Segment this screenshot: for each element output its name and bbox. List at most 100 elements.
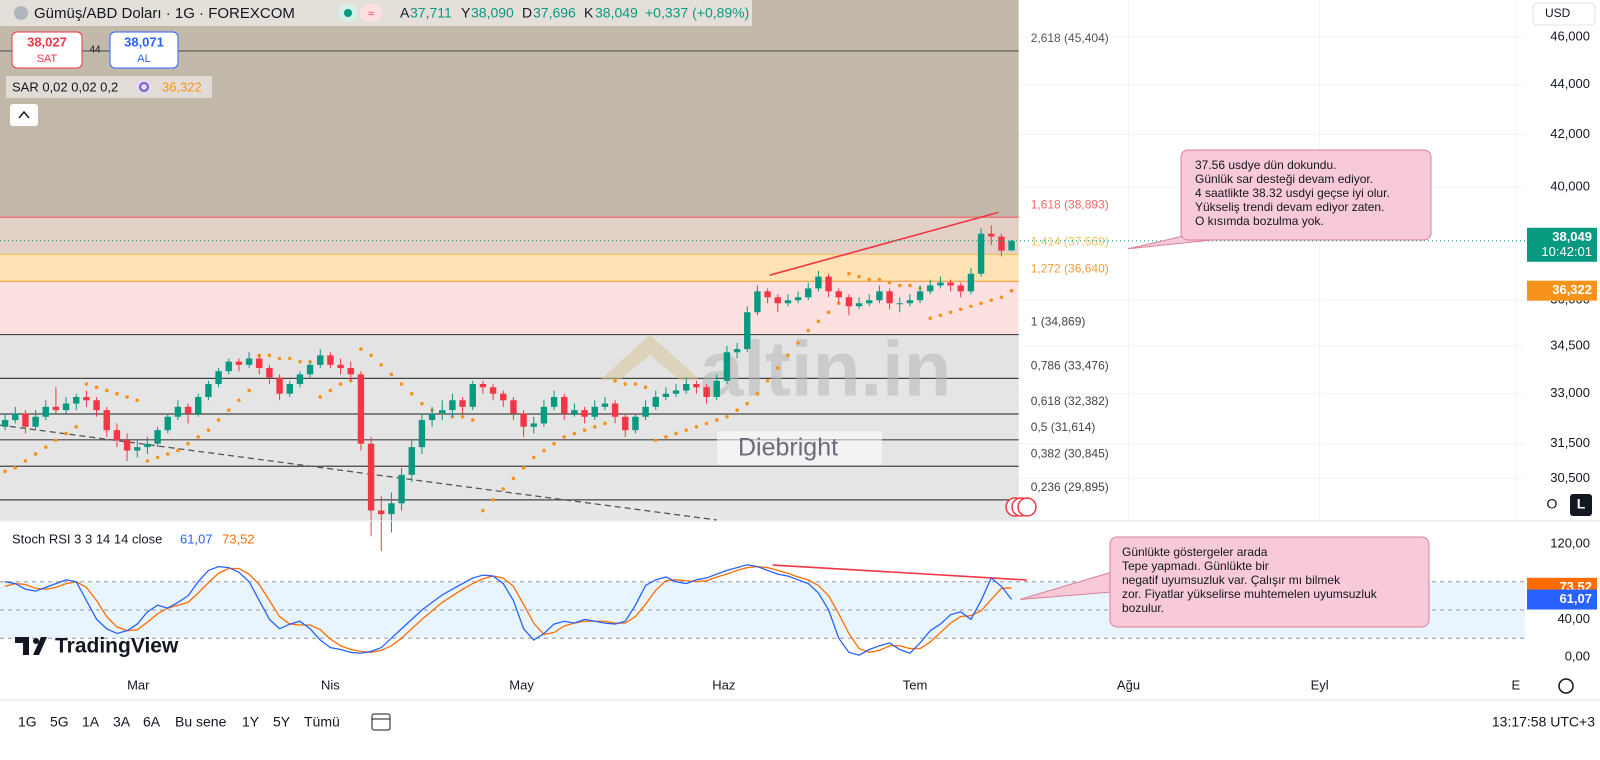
sar-title: SAR 0,02 0,02 0,2 [12,79,118,94]
candle-body [215,371,222,385]
candle-body [22,413,29,427]
currency-box[interactable] [1532,2,1596,26]
sar-dot [735,408,739,412]
price-pane: 2,618 (45,404) 1,618 (38,893) 1,414 (37,56… [0,0,1600,663]
range-button[interactable]: 5Y [273,714,291,730]
clock: 13:17:58 UTC+3 [1492,714,1595,730]
sar-dot [989,298,994,303]
range-button[interactable]: 3A [113,714,131,730]
candle-body [225,361,232,372]
sar-dot [958,307,963,312]
range-button[interactable]: 1G [18,714,37,730]
ohlc-value: 38,090 [471,5,514,21]
candle-body [327,355,334,365]
stoch-title: Stoch RSI 3 3 14 14 close [12,531,162,546]
candle-body [73,396,80,404]
ohlc-value: 38,049 [595,5,638,21]
sar-dot [877,277,882,282]
candle-body [103,410,110,431]
candle-body [52,406,60,411]
currency[interactable]: USD [1545,6,1571,20]
sar-dot [592,424,597,429]
range-button[interactable]: Bu sene [175,714,227,730]
market-icon-glyph: ≈ [368,8,374,20]
sar-dot [674,431,678,436]
candle-body [347,367,354,375]
annotation-box [1180,149,1432,241]
ohlc-value: 37,696 [533,5,576,21]
sell-price[interactable]: 38,027 [27,34,67,49]
annotation-text: bozulur. [1122,601,1164,615]
sar-dot [694,424,699,429]
sar-dot [806,328,811,333]
sar-dot [247,388,251,393]
candle-body [32,416,39,427]
candle-body [174,406,182,417]
sar-dot [796,341,800,345]
sar-dot [948,310,953,315]
sar-icon[interactable] [136,79,152,95]
sar-dot [277,356,282,361]
sar-dot [338,382,343,386]
candle-body [977,233,985,274]
scale-button[interactable]: L [1577,496,1586,512]
sar-dot [135,398,140,403]
candle-body [744,312,751,350]
stoch-line [4,565,1012,653]
sar-dot [226,408,231,412]
candle-body [469,384,476,407]
sell-box[interactable] [11,31,83,69]
candle-body [500,393,507,401]
scale-button[interactable]: O [1547,496,1558,512]
candle-body [967,273,975,292]
annotation-text: 37.56 usdye dün dokundu. [1195,158,1336,172]
stoch-label: 61,07 [1559,591,1592,606]
sar-icon-ring[interactable] [139,82,149,92]
candle-body [825,276,832,292]
range-button[interactable]: 1A [82,714,100,730]
candle-body [947,282,954,286]
candle-body [62,403,70,411]
calendar-icon[interactable] [371,713,391,731]
sar-dot [43,445,48,449]
sell-label[interactable]: SAT [37,53,58,65]
collapse-icon[interactable] [18,110,30,119]
candle-body [449,400,456,411]
collapse-button[interactable] [10,104,38,126]
buy-price[interactable]: 38,071 [124,34,164,49]
sar-dot [409,391,414,396]
candle-body [306,364,314,375]
candle-body [642,406,649,417]
candle-body [459,400,466,407]
candle-body [93,400,100,411]
fib-band [0,217,1019,255]
candle-body [42,406,49,417]
buy-box[interactable] [109,31,179,69]
calendar-frame[interactable] [371,713,391,731]
y-tick-label: 30,500 [1550,470,1590,485]
fib-label: 0,786 (33,476) [1031,359,1109,373]
sar-dot [633,382,638,386]
candle-body [286,384,293,394]
trend-line [769,211,999,276]
range-button[interactable]: 1Y [242,714,260,730]
sar-dot [460,414,465,419]
candle-body [581,410,588,417]
stoch-value: 61,07 [180,531,213,546]
range-button[interactable]: Tümü [304,714,340,730]
sell-button[interactable]: 38,027 SAT [11,31,83,69]
y-tick-label: 40,000 [1550,179,1590,194]
range-button[interactable]: 5G [50,714,69,730]
candle-body [845,297,853,307]
candle-body [540,406,548,424]
buy-label[interactable]: AL [137,53,150,65]
fib-band [0,254,1019,282]
sar-dot [389,372,394,377]
buy-button[interactable]: 38,071 AL [109,31,179,69]
candle-body [367,443,375,511]
settings-icon[interactable] [1558,678,1574,694]
annotation-text: zor. Fiyatlar yükselirse muhtemelen uyum… [1122,587,1378,601]
range-button[interactable]: 6A [143,714,161,730]
scale-button-box[interactable] [1570,494,1592,516]
